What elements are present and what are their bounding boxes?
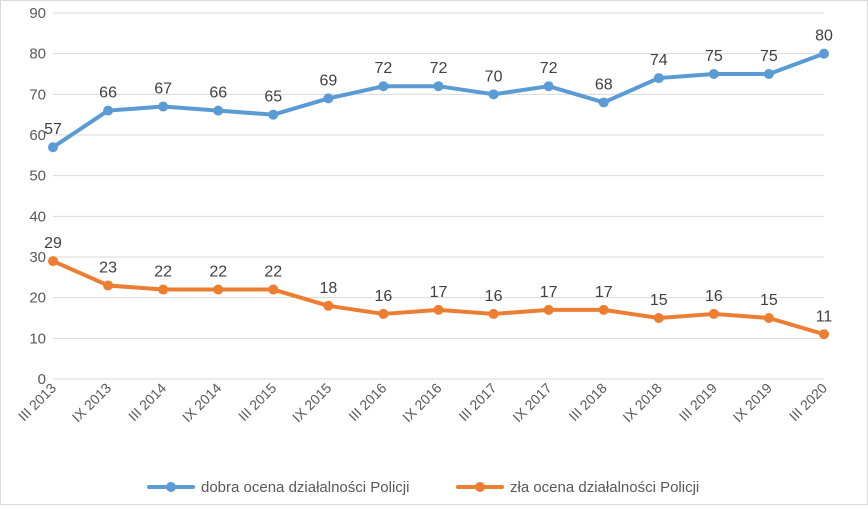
series-layer	[48, 48, 829, 340]
data-point	[763, 69, 774, 79]
data-point	[488, 89, 499, 100]
data-point	[433, 304, 444, 315]
data-label: 15	[760, 292, 778, 309]
data-point	[433, 81, 444, 92]
data-label: 29	[44, 235, 62, 252]
data-point	[103, 105, 114, 116]
y-tick-label: 60	[29, 127, 46, 144]
data-label: 17	[430, 284, 448, 301]
data-point	[378, 308, 389, 319]
data-point	[323, 300, 334, 311]
data-label: 18	[319, 280, 337, 297]
x-tick-label: IX 2018	[619, 380, 665, 426]
data-label: 16	[375, 288, 393, 305]
grid-lines	[53, 12, 824, 380]
data-point	[48, 256, 58, 267]
data-label: 17	[595, 284, 613, 301]
data-label: 11	[816, 308, 833, 325]
x-tick-label: IX 2014	[179, 380, 225, 426]
x-tick-label: III 2014	[125, 380, 169, 424]
data-point	[158, 284, 169, 295]
x-tick-label: III 2015	[235, 380, 279, 424]
data-label: 66	[209, 85, 227, 102]
data-label: 23	[99, 259, 117, 276]
data-point	[378, 81, 389, 92]
data-point	[819, 329, 829, 340]
data-point	[653, 73, 664, 84]
y-tick-label: 0	[38, 371, 46, 388]
data-label: 66	[99, 85, 117, 102]
x-tick-label: IX 2017	[509, 380, 555, 426]
data-label: 15	[650, 292, 668, 309]
data-label: 22	[209, 264, 227, 281]
x-tick-label: III 2020	[786, 380, 830, 424]
data-label: 17	[540, 284, 558, 301]
data-point	[213, 105, 224, 116]
data-point	[323, 93, 334, 104]
data-point	[708, 308, 719, 319]
x-tick-label: III 2017	[455, 380, 499, 424]
data-point	[543, 81, 554, 92]
data-label: 74	[650, 52, 668, 69]
data-point	[48, 142, 58, 153]
legend-swatch-marker	[475, 482, 485, 492]
data-label: 65	[264, 89, 282, 106]
x-tick-label: IX 2016	[399, 380, 445, 426]
y-tick-label: 40	[29, 208, 46, 225]
data-label: 75	[705, 48, 723, 65]
data-label: 16	[485, 288, 503, 305]
data-point	[819, 48, 829, 59]
y-tick-label: 10	[29, 330, 46, 347]
data-point	[708, 69, 719, 79]
data-label: 72	[375, 60, 393, 77]
data-label: 68	[595, 76, 613, 93]
data-point	[268, 109, 279, 120]
data-label: 16	[705, 288, 723, 305]
data-label: 70	[485, 68, 503, 85]
legend-swatch-marker	[166, 482, 176, 492]
x-tick-label: IX 2019	[730, 380, 776, 426]
data-point	[543, 304, 554, 315]
data-point	[598, 97, 609, 108]
y-tick-label: 70	[29, 86, 46, 103]
legend: dobra ocena działalności Policji zła ocen…	[147, 479, 699, 496]
data-point	[158, 101, 169, 112]
y-axis-ticks: 0 10 20 30 40 50 60 70 80 90	[29, 5, 46, 388]
y-tick-label: 20	[29, 290, 46, 307]
x-axis-ticks: III 2013 IX 2013 III 2014 IX 2014 III 2015 IX…	[15, 380, 830, 426]
data-point	[103, 280, 114, 291]
data-point	[653, 313, 664, 323]
y-tick-label: 90	[29, 5, 46, 22]
data-point	[598, 304, 609, 315]
data-point	[763, 313, 774, 323]
x-tick-label: IX 2015	[289, 380, 335, 426]
data-labels: 57 66 67 66 65 69 72 72 70 72 68 74 75 75 80 29 23 22 22 22…	[44, 28, 833, 326]
data-label: 69	[319, 72, 337, 89]
data-label: 67	[154, 81, 172, 98]
data-label: 57	[44, 121, 62, 138]
x-tick-label: III 2016	[345, 380, 389, 424]
y-tick-label: 30	[29, 249, 46, 266]
data-label: 22	[264, 264, 282, 281]
data-point	[488, 308, 499, 319]
legend-label: zła ocena działalności Policji	[510, 479, 699, 496]
x-tick-label: IX 2013	[69, 380, 115, 426]
y-tick-label: 80	[29, 46, 46, 63]
x-tick-label: III 2019	[676, 380, 720, 424]
y-tick-label: 50	[29, 168, 46, 185]
data-label: 22	[154, 264, 172, 281]
data-label: 75	[760, 48, 778, 65]
data-point	[213, 284, 224, 295]
data-label: 72	[540, 60, 558, 77]
x-tick-label: III 2018	[565, 380, 609, 424]
data-point	[268, 284, 279, 295]
data-label: 72	[430, 60, 448, 77]
legend-label: dobra ocena działalności Policji	[201, 479, 409, 496]
data-label: 80	[815, 28, 833, 45]
